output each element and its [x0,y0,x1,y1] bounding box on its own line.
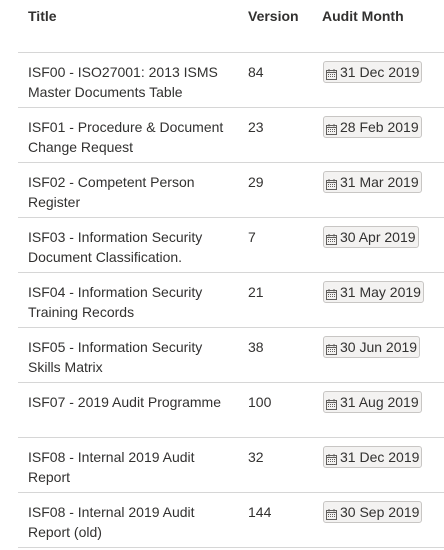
table-row[interactable]: ISF04 - Information Security Training Re… [18,273,444,328]
cell-audit-month[interactable]: 31 Aug 2019 [323,391,422,413]
cell-audit-month[interactable]: 31 May 2019 [323,281,424,303]
table-row[interactable]: ISF02 - Competent Person Register 29 31 Ma… [18,163,444,218]
table-row[interactable]: ISF03 - Information Security Document Cl… [18,218,444,273]
table-row[interactable]: ISF00 - ISO27001: 2013 ISMS Master Docum… [18,53,444,108]
calendar-icon [326,287,337,300]
cell-audit-month[interactable]: 30 Apr 2019 [323,226,419,248]
cell-version: 38 [248,339,264,355]
cell-version: 29 [248,174,264,190]
table-header: Title Version Audit Month [18,0,444,53]
calendar-icon [326,122,337,135]
audit-month-value: 31 Dec 2019 [340,64,420,80]
documents-table: Title Version Audit Month ISF00 - ISO270… [18,0,444,548]
cell-version: 144 [248,504,272,520]
table-row[interactable]: ISF05 - Information Security Skills Matr… [18,328,444,383]
table-body: ISF00 - ISO27001: 2013 ISMS Master Docum… [18,53,444,548]
audit-month-value: 31 May 2019 [340,284,421,300]
calendar-icon [326,507,337,520]
cell-title[interactable]: ISF04 - Information Security Training Re… [28,284,203,320]
table-row[interactable]: ISF07 - 2019 Audit Programme 100 31 Aug 20… [18,383,444,438]
calendar-icon [326,232,337,245]
audit-month-value: 28 Feb 2019 [340,119,419,135]
cell-title[interactable]: ISF02 - Competent Person Register [28,174,195,210]
cell-audit-month[interactable]: 31 Mar 2019 [323,171,422,193]
cell-title[interactable]: ISF07 - 2019 Audit Programme [28,394,221,410]
cell-audit-month[interactable]: 30 Sep 2019 [323,501,423,523]
table-row[interactable]: ISF08 - Internal 2019 Audit Report (old)… [18,493,444,548]
cell-audit-month[interactable]: 28 Feb 2019 [323,116,422,138]
column-header-version[interactable]: Version [248,8,299,24]
column-header-audit-month[interactable]: Audit Month [322,8,404,24]
cell-audit-month[interactable]: 30 Jun 2019 [323,336,421,358]
audit-month-value: 30 Apr 2019 [340,229,416,245]
cell-version: 23 [248,119,264,135]
cell-audit-month[interactable]: 31 Dec 2019 [323,61,423,83]
calendar-icon [326,342,337,355]
calendar-icon [326,67,337,80]
calendar-icon [326,452,337,465]
table-row[interactable]: ISF01 - Procedure & Document Change Requ… [18,108,444,163]
cell-title[interactable]: ISF08 - Internal 2019 Audit Report (old) [28,504,195,540]
table-row[interactable]: ISF08 - Internal 2019 Audit Report 32 31 D… [18,438,444,493]
cell-title[interactable]: ISF00 - ISO27001: 2013 ISMS Master Docum… [28,64,218,100]
cell-version: 84 [248,64,264,80]
cell-version: 100 [248,394,272,410]
column-header-title[interactable]: Title [28,8,57,24]
audit-month-value: 31 Dec 2019 [340,449,420,465]
cell-title[interactable]: ISF05 - Information Security Skills Matr… [28,339,203,375]
calendar-icon [326,397,337,410]
cell-audit-month[interactable]: 31 Dec 2019 [323,446,423,468]
calendar-icon [326,177,337,190]
cell-version: 7 [248,229,256,245]
cell-version: 21 [248,284,264,300]
audit-month-value: 30 Jun 2019 [340,339,418,355]
cell-title[interactable]: ISF01 - Procedure & Document Change Requ… [28,119,224,155]
cell-title[interactable]: ISF03 - Information Security Document Cl… [28,229,203,265]
cell-title[interactable]: ISF08 - Internal 2019 Audit Report [28,449,195,485]
audit-month-value: 31 Aug 2019 [340,394,419,410]
audit-month-value: 31 Mar 2019 [340,174,419,190]
cell-version: 32 [248,449,264,465]
audit-month-value: 30 Sep 2019 [340,504,420,520]
